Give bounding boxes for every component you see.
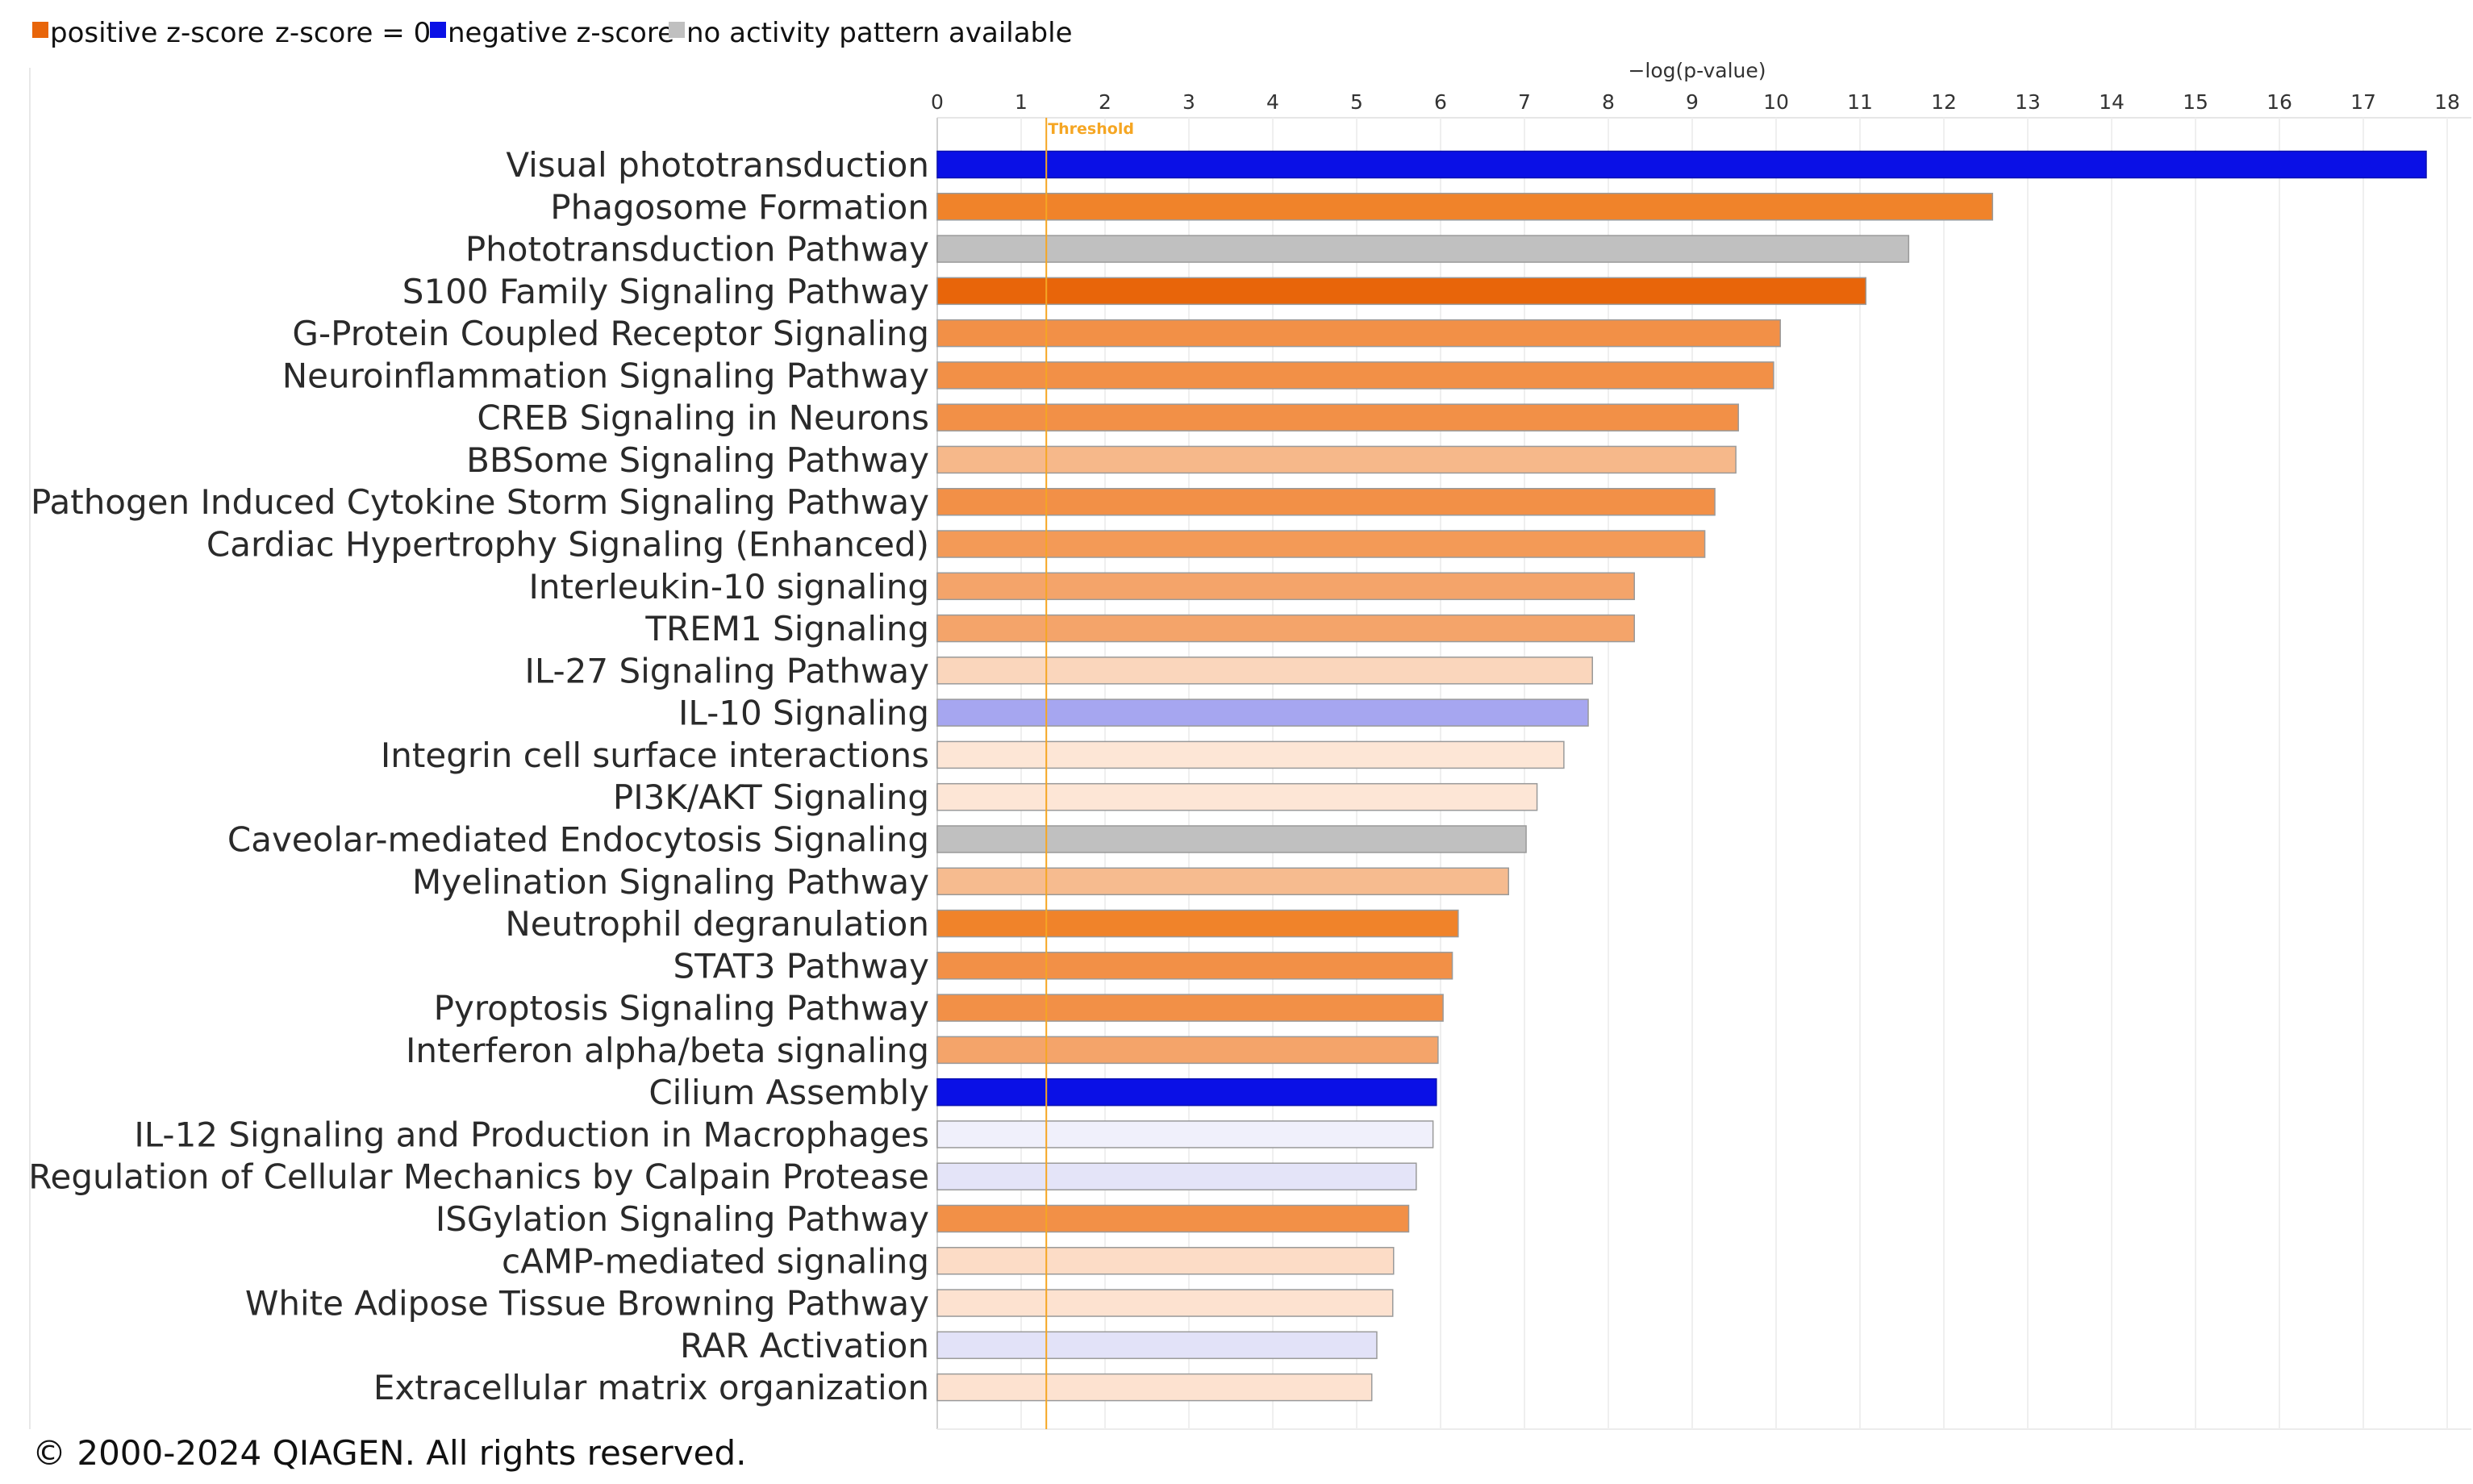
x-tick-label-6: 6 [1434,90,1447,114]
row-label-27: cAMP-mediated signaling [502,1241,929,1281]
row-label-17: Caveolar-mediated Endocytosis Signaling [227,819,929,859]
row-label-13: IL-27 Signaling Pathway [524,651,929,690]
row-label-7: CREB Signaling in Neurons [477,398,929,438]
legend-label-positive: positive z-score [50,17,265,49]
row-label-12: TREM1 Signaling [644,609,929,648]
row-label-3: Phototransduction Pathway [465,230,929,269]
x-tick-label-16: 16 [2267,90,2292,114]
row-label-14: IL-10 Signaling [678,694,929,733]
legend-swatch-no-pattern [669,22,685,38]
legend: positive z-score z-score = 0 negative z-… [32,17,1073,49]
bar-29[interactable] [936,1331,1378,1360]
x-tick-label-18: 18 [2434,90,2460,114]
row-label-26: ISGylation Signaling Pathway [436,1199,929,1239]
x-tick-label-2: 2 [1099,90,1111,114]
row-label-11: Interleukin-10 signaling [529,567,929,607]
threshold-label: Threshold [1048,120,1134,138]
bar-21[interactable] [936,994,1444,1022]
x-tick-label-13: 13 [2015,90,2041,114]
bar-4[interactable] [936,277,1867,306]
row-label-4: S100 Family Signaling Pathway [402,272,929,311]
row-label-30: Extracellular matrix organization [373,1368,929,1407]
x-tick-label-12: 12 [1931,90,1957,114]
x-tick-label-11: 11 [1847,90,1873,114]
row-label-2: Phagosome Formation [550,187,929,227]
x-tick-label-15: 15 [2183,90,2208,114]
bar-27[interactable] [936,1247,1395,1275]
bar-22[interactable] [936,1036,1439,1065]
bar-30[interactable] [936,1373,1373,1402]
bar-19[interactable] [936,909,1459,938]
bar-25[interactable] [936,1162,1417,1190]
row-label-1: Visual phototransduction [506,145,929,185]
bar-14[interactable] [936,698,1589,727]
row-label-28: White Adipose Tissue Browning Pathway [245,1284,929,1324]
bar-5[interactable] [936,319,1781,348]
row-label-18: Myelination Signaling Pathway [412,862,929,902]
threshold: Threshold [1045,118,1134,1429]
bar-24[interactable] [936,1120,1434,1148]
row-label-22: Interferon alpha/beta signaling [406,1031,929,1070]
row-label-15: Integrin cell surface interactions [381,736,929,775]
bar-18[interactable] [936,867,1509,896]
bar-15[interactable] [936,740,1565,769]
bar-12[interactable] [936,614,1635,643]
bars [936,150,2427,1402]
bar-28[interactable] [936,1289,1394,1317]
x-tick-label-14: 14 [2099,90,2125,114]
bar-16[interactable] [936,782,1538,811]
row-label-5: G-Protein Coupled Receptor Signaling [292,314,929,353]
legend-label-negative: negative z-score [448,17,674,49]
row-label-16: PI3K/AKT Signaling [613,777,929,817]
row-label-6: Neuroinflammation Signaling Pathway [282,356,929,395]
row-label-9: Pathogen Induced Cytokine Storm Signalin… [31,482,929,522]
row-label-20: STAT3 Pathway [674,946,929,986]
legend-label-no-pattern: no activity pattern available [686,17,1073,49]
bar-17[interactable] [936,825,1527,853]
row-label-23: Cilium Assembly [648,1073,929,1112]
x-tick-label-5: 5 [1350,90,1363,114]
bar-7[interactable] [936,403,1739,431]
bar-23[interactable] [936,1078,1437,1107]
bar-1[interactable] [936,150,2427,179]
x-tick-label-1: 1 [1015,90,1028,114]
row-label-19: Neutrophil degranulation [505,904,929,944]
legend-swatch-positive [32,22,48,38]
row-label-24: IL-12 Signaling and Production in Macrop… [134,1115,929,1154]
x-tick-label-9: 9 [1686,90,1699,114]
row-label-29: RAR Activation [680,1326,929,1365]
bar-2[interactable] [936,193,1994,221]
x-tick-label-17: 17 [2350,90,2376,114]
legend-label-zero: z-score = 0 [275,17,431,49]
row-label-21: Pyroptosis Signaling Pathway [434,989,929,1028]
bar-8[interactable] [936,445,1737,474]
x-tick-label-8: 8 [1602,90,1615,114]
bar-26[interactable] [936,1204,1410,1233]
bar-6[interactable] [936,361,1774,390]
x-tick-label-10: 10 [1763,90,1789,114]
bar-13[interactable] [936,657,1593,685]
bar-9[interactable] [936,487,1716,516]
x-tick-label-4: 4 [1266,90,1279,114]
bar-3[interactable] [936,235,1910,263]
x-axis-ticks: 0 1 2 3 4 5 6 7 8 9 10 11 12 13 14 15 16 17 18 [931,90,2460,114]
bar-20[interactable] [936,952,1453,980]
x-tick-label-0: 0 [931,90,944,114]
x-tick-label-3: 3 [1182,90,1195,114]
x-tick-label-7: 7 [1518,90,1531,114]
row-label-8: BBSome Signaling Pathway [466,440,929,480]
bar-10[interactable] [936,530,1706,558]
bar-11[interactable] [936,572,1635,601]
x-axis-title: −log(p-value) [1628,59,1766,82]
row-label-10: Cardiac Hypertrophy Signaling (Enhanced) [206,525,929,565]
legend-swatch-negative [430,22,446,38]
copyright-text: © 2000-2024 QIAGEN. All rights reserved. [32,1433,747,1473]
row-label-25: Regulation of Cellular Mechanics by Calp… [28,1157,929,1197]
